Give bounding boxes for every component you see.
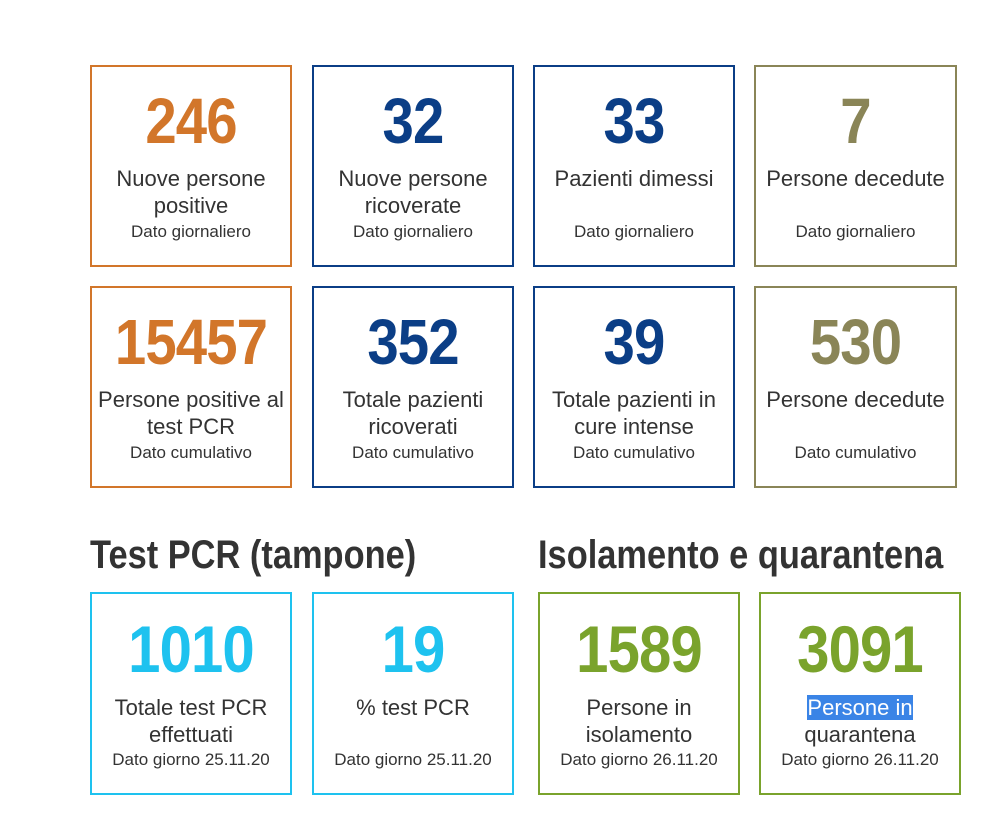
stat-label: Totale pazienti ricoverati (342, 387, 484, 439)
stat-sub: Dato giorno 25.11.20 (112, 750, 270, 769)
stat-label: Nuove persone positive (116, 166, 266, 218)
stat-sub: Dato giornaliero (130, 222, 251, 241)
card-deceased-daily: 7 Persone decedute Dato giornaliero (754, 65, 957, 267)
stat-value: 15457 (114, 306, 268, 378)
card-new-hospitalized: 32 Nuove persone ricoverate Dato giornal… (312, 65, 514, 267)
card-hospitalized-total: 352 Totale pazienti ricoverati Dato cumu… (312, 286, 514, 488)
stat-sub: Dato giornaliero (795, 222, 916, 241)
stat-value: 32 (382, 85, 445, 157)
card-discharged: 33 Pazienti dimessi Dato giornaliero (533, 65, 735, 267)
stat-label: Totale pazienti in cure intense (552, 387, 716, 439)
stat-label: Persone positive al test PCR (98, 387, 284, 439)
stat-value: 39 (603, 306, 666, 378)
card-new-positive: 246 Nuove persone positive Dato giornali… (90, 65, 292, 267)
stat-sub: Dato cumulativo (130, 443, 252, 462)
stat-sub: Dato giornaliero (573, 222, 694, 241)
stat-value: 7 (840, 85, 871, 157)
card-isolation: 1589 Persone in isolamento Dato giorno 2… (538, 592, 740, 795)
card-positive-total: 15457 Persone positive al test PCR Dato … (90, 286, 292, 488)
card-intensive-care-total: 39 Totale pazienti in cure intense Dato … (533, 286, 735, 488)
stat-sub: Dato cumulativo (794, 443, 917, 462)
card-pcr-tests: 1010 Totale test PCR effettuati Dato gio… (90, 592, 292, 795)
stat-value: 530 (809, 306, 902, 378)
selected-text[interactable]: Persone in (807, 695, 913, 720)
stat-value: 3091 (797, 612, 924, 686)
stat-label: Pazienti dimessi (554, 166, 714, 191)
stat-label: Persone in isolamento (585, 695, 693, 747)
stat-value: 352 (367, 306, 459, 378)
stat-sub: Dato giornaliero (352, 222, 473, 241)
section-title-test-pcr: Test PCR (tampone) (90, 533, 417, 577)
card-quarantine: 3091 Persone in quarantena Dato giorno 2… (759, 592, 961, 795)
stat-label: Persone decedute (766, 166, 945, 191)
section-title-isolation: Isolamento e quarantena (538, 533, 944, 577)
stat-label: Persone in quarantena (767, 694, 953, 748)
stat-value: 246 (145, 85, 237, 157)
stat-value: 1010 (128, 612, 255, 686)
card-pcr-percent: 19 % test PCR Dato giorno 25.11.20 (312, 592, 514, 795)
stat-sub: Dato cumulativo (352, 443, 474, 462)
stat-label: Totale test PCR effettuati (114, 695, 268, 747)
stat-label: Nuove persone ricoverate (338, 166, 488, 218)
stat-value: 1589 (576, 612, 703, 686)
stat-sub: Dato cumulativo (573, 443, 695, 462)
stat-sub: Dato giorno 25.11.20 (334, 750, 492, 769)
stat-label: Persone decedute (766, 387, 945, 412)
stat-value: 33 (603, 85, 666, 157)
card-deceased-total: 530 Persone decedute Dato cumulativo (754, 286, 957, 488)
stat-sub: Dato giorno 26.11.20 (781, 750, 939, 769)
stat-label: % test PCR (356, 695, 470, 720)
stat-value: 19 (381, 612, 446, 686)
stat-sub: Dato giorno 26.11.20 (560, 750, 718, 769)
label-rest: quarantena (804, 722, 916, 747)
